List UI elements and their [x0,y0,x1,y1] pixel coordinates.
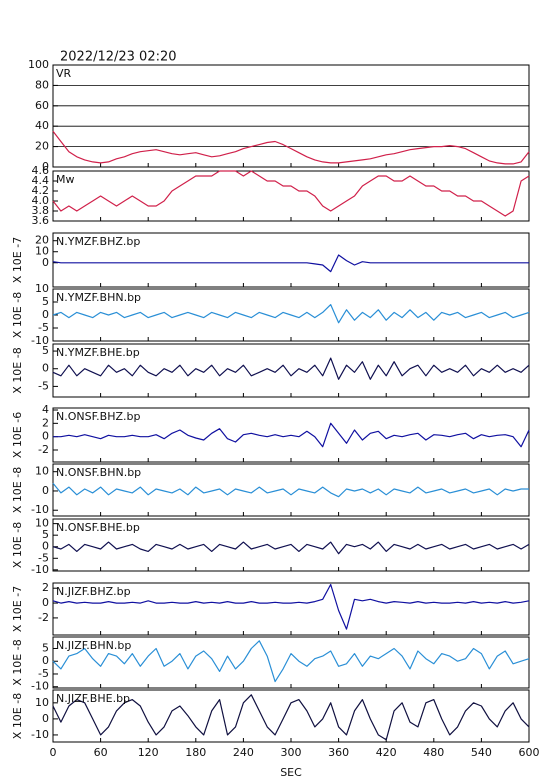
y-axis-label: X 10E -8 [11,522,24,568]
y-tick-label: 10 [35,245,49,258]
series-name: Mw [56,173,75,186]
x-tick-label: 420 [376,746,397,759]
y-tick-label: -5 [38,667,49,680]
series-name: N.YMZF.BHZ.bp [56,235,140,248]
x-tick-label: 0 [50,746,57,759]
y-tick-label: 4.2 [32,184,50,197]
y-axis-label: X 10E -8 [11,347,24,393]
y-tick-label: 0 [42,256,49,269]
y-tick-label: 100 [28,58,49,71]
series-name: N.YMZF.BHE.bp [56,346,140,359]
trace [52,304,530,324]
y-tick-label: 0 [42,712,49,725]
y-tick-label: 0 [42,540,49,553]
y-tick-label: 0 [42,484,49,497]
y-tick-label: -10 [31,728,49,741]
y-tick-label: 5 [42,528,49,541]
series-name: N.JIZF.BHE.bp [56,692,130,705]
series-name: N.JIZF.BHZ.bp [56,585,131,598]
trace [52,694,530,741]
x-tick-label: 180 [185,746,206,759]
series-name: N.JIZF.BHN.bp [56,639,131,652]
panel-frame [52,64,530,168]
y-tick-label: 0 [42,596,49,609]
x-tick-label: 480 [423,746,444,759]
y-tick-label: 2 [42,416,49,429]
y-tick-label: -5 [38,551,49,564]
y-tick-label: 80 [35,78,49,91]
y-tick-label: 0 [42,308,49,321]
y-tick-label: -2 [38,611,49,624]
series-name: N.ONSF.BHN.bp [56,466,141,479]
x-tick-label: 60 [94,746,108,759]
x-tick-label: 600 [519,746,540,759]
y-tick-label: 10 [35,696,49,709]
y-axis-label: X 10E -7 [11,237,24,283]
y-tick-label: 5 [42,295,49,308]
y-axis-label: X 10E -7 [11,586,24,632]
y-tick-label: 2 [42,581,49,594]
y-tick-label: 5 [42,641,49,654]
series-name: N.YMZF.BHN.bp [56,291,141,304]
x-tick-label: 360 [328,746,349,759]
y-tick-label: 10 [35,517,49,530]
y-tick-label: 10 [35,465,49,478]
y-tick-label: 3.6 [32,214,50,227]
trace [52,640,530,683]
y-axis-label: X 10E -6 [11,412,24,458]
y-tick-label: 20 [35,140,49,153]
y-tick-label: 0 [42,654,49,667]
y-tick-label: -2 [38,443,49,456]
y-tick-label: 60 [35,99,49,112]
trace [52,482,529,498]
chart-title: 2022/12/23 02:20 [60,50,177,65]
y-tick-label: 4 [42,403,49,416]
y-axis-label: X 10E -8 [11,292,24,338]
y-tick-label: 40 [35,119,49,132]
x-tick-label: 120 [138,746,159,759]
x-axis-label: SEC [280,766,302,779]
y-tick-label: -5 [38,379,49,392]
y-tick-label: 10 [35,282,49,295]
y-tick-label: -5 [38,321,49,334]
y-tick-label: 3.8 [32,204,50,217]
y-tick-label: -10 [31,503,49,516]
x-tick-label: 240 [233,746,254,759]
y-tick-label: 0 [42,430,49,443]
x-tick-label: 300 [281,746,302,759]
y-tick-label: 20 [35,234,49,247]
trace [53,422,530,448]
y-axis-label: X 10E -8 [11,693,24,739]
y-tick-label: -10 [31,563,49,576]
y-tick-label: 5 [42,344,49,357]
y-tick-label: 4.0 [32,194,50,207]
trace [52,254,529,273]
trace [52,357,530,380]
trace [52,130,530,165]
x-tick-label: 540 [471,746,492,759]
y-tick-label: 0 [42,160,49,173]
series-name: N.ONSF.BHZ.bp [56,410,140,423]
y-axis-label: X 10E -8 [11,639,24,685]
y-axis-label: X 10E -8 [11,467,24,513]
y-tick-label: 0 [42,362,49,375]
trace [52,170,530,217]
y-tick-label: 4.4 [32,174,50,187]
trace [52,541,530,555]
y-tick-label: -10 [31,680,49,693]
series-name: VR [56,67,72,80]
trace [52,583,530,630]
y-tick-label: -10 [31,334,49,347]
y-tick-label: 4.6 [32,164,50,177]
series-name: N.ONSF.BHE.bp [56,521,140,534]
